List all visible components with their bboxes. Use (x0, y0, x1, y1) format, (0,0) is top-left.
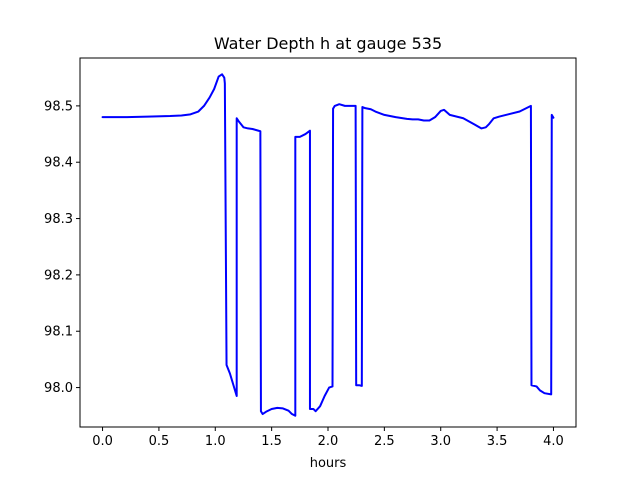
x-tick-label: 2.0 (318, 434, 339, 449)
x-tick-label: 3.5 (487, 434, 508, 449)
y-tick-label: 98.4 (44, 156, 73, 171)
chart-title: Water Depth h at gauge 535 (214, 34, 442, 53)
series-line-0 (101, 73, 555, 417)
x-axis-ticks: 0.0 0.5 1.0 1.5 2.0 2.5 3.0 3.5 4.0 (92, 427, 564, 449)
y-tick-label: 98.1 (44, 325, 73, 340)
x-tick-label: 3.0 (430, 434, 451, 449)
y-tick-label: 98.3 (44, 212, 73, 227)
y-tick-label: 98.0 (44, 381, 73, 396)
y-tick-label: 98.5 (44, 99, 73, 114)
x-tick-label: 0.0 (92, 434, 113, 449)
x-tick-label: 1.0 (205, 434, 226, 449)
y-axis-ticks: 98.0 98.1 98.2 98.3 98.4 98.5 (44, 99, 80, 396)
x-tick-label: 2.5 (374, 434, 395, 449)
x-tick-label: 0.5 (149, 434, 170, 449)
x-axis-label: hours (310, 456, 347, 471)
x-tick-label: 4.0 (543, 434, 564, 449)
y-tick-label: 98.2 (44, 268, 73, 283)
x-tick-label: 1.5 (261, 434, 282, 449)
